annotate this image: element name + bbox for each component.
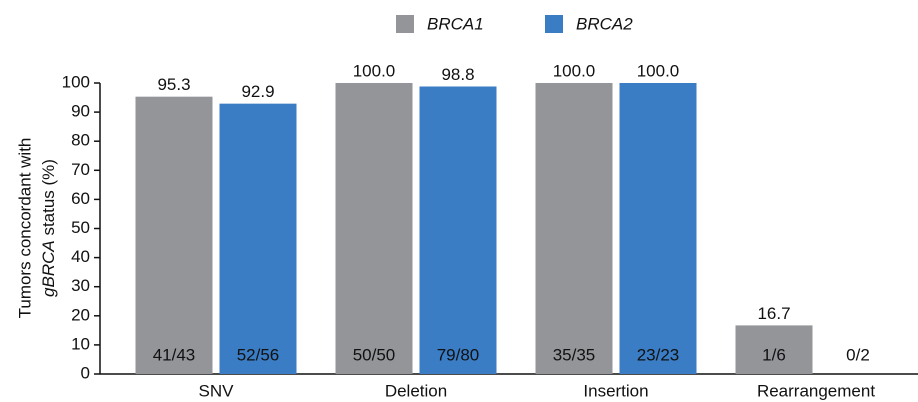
bar — [419, 86, 497, 374]
count-label: 79/80 — [437, 345, 480, 364]
value-label: 100.0 — [353, 61, 396, 80]
legend-label: BRCA2 — [576, 14, 633, 33]
y-tick-label: 20 — [71, 305, 90, 324]
y-tick-label: 70 — [71, 160, 90, 179]
y-tick-label: 90 — [71, 102, 90, 121]
legend-swatch — [396, 15, 414, 33]
value-label: 98.8 — [441, 65, 474, 84]
x-tick-label: Deletion — [385, 381, 447, 400]
value-label: 95.3 — [157, 75, 190, 94]
count-label: 0/2 — [846, 345, 870, 364]
y-axis-label: Tumors concordant with — [15, 138, 34, 319]
y-axis-label-italic: gBRCA — [39, 240, 58, 297]
count-label: 35/35 — [553, 345, 596, 364]
y-tick-label: 100 — [62, 72, 90, 91]
count-label: 1/6 — [762, 345, 786, 364]
count-label: 52/56 — [237, 345, 280, 364]
x-tick-label: Rearrangement — [757, 381, 875, 400]
legend-label: BRCA1 — [427, 14, 484, 33]
y-axis-label-rest: status (%) — [39, 159, 58, 240]
y-axis-label: gBRCA status (%) — [39, 159, 58, 297]
bar — [335, 83, 413, 374]
bar — [535, 83, 613, 374]
value-label: 92.9 — [241, 82, 274, 101]
value-label: 100.0 — [553, 61, 596, 80]
y-tick-label: 50 — [71, 218, 90, 237]
count-label: 23/23 — [637, 345, 680, 364]
value-label: 16.7 — [757, 304, 790, 323]
value-label: 100.0 — [637, 61, 680, 80]
y-tick-label: 10 — [71, 334, 90, 353]
legend-swatch — [545, 15, 563, 33]
y-tick-label: 0 — [81, 363, 90, 382]
bar — [135, 96, 213, 374]
count-label: 41/43 — [153, 345, 196, 364]
y-tick-label: 60 — [71, 189, 90, 208]
x-tick-label: SNV — [199, 381, 235, 400]
y-tick-label: 40 — [71, 247, 90, 266]
x-tick-label: Insertion — [583, 381, 648, 400]
bar — [735, 325, 813, 374]
count-label: 50/50 — [353, 345, 396, 364]
y-tick-label: 80 — [71, 131, 90, 150]
bar — [219, 103, 297, 374]
bar — [619, 83, 697, 374]
y-tick-label: 30 — [71, 276, 90, 295]
